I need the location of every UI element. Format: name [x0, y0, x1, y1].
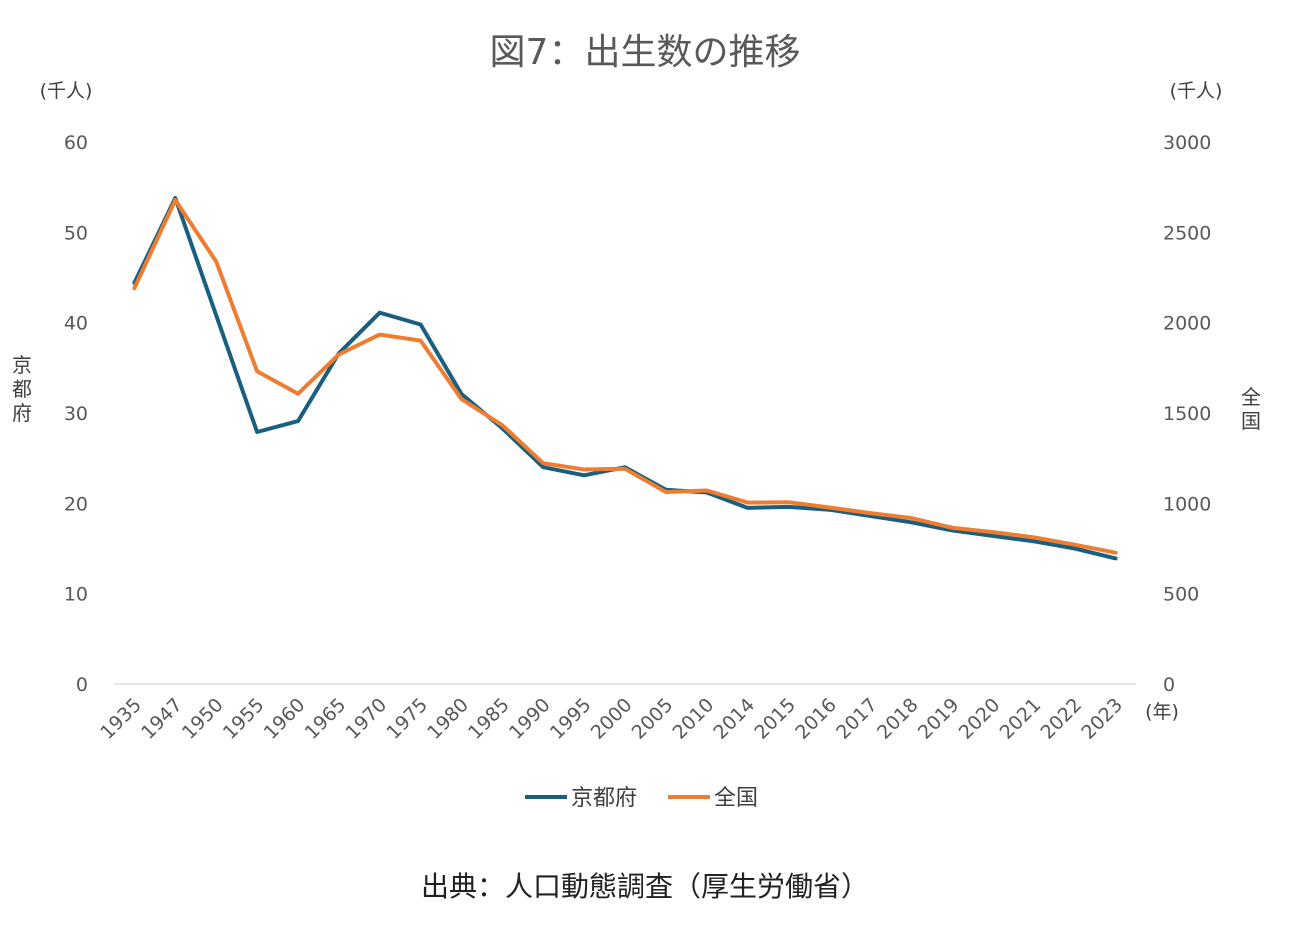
y-left-tick-label: 10	[64, 584, 88, 606]
x-tick-label: 2019	[914, 694, 964, 744]
x-tick-label: 1995	[546, 694, 596, 744]
y-right-tick-label: 500	[1163, 584, 1199, 606]
left-axis-label: 京都府	[12, 353, 32, 425]
y-left-tick-label: 50	[64, 222, 88, 244]
y-right-tick-label: 2500	[1163, 222, 1211, 244]
y-left-tick-label: 40	[64, 313, 88, 335]
x-tick-label: 2010	[669, 694, 719, 744]
axis-label-char: 国	[1241, 409, 1261, 433]
x-tick-label: 1935	[96, 694, 146, 744]
x-tick-label: 2015	[750, 694, 800, 744]
y-right-tick-label: 3000	[1163, 132, 1211, 154]
x-unit-label: (年)	[1145, 701, 1179, 723]
x-tick-label: 2023	[1077, 694, 1127, 744]
legend-label: 全国	[714, 786, 758, 811]
x-tick-label: 1980	[423, 694, 473, 744]
plot-area: 0 10 20 30 40 50 60 0 500 1000 1500 2000 2500 3000 193…	[64, 132, 1212, 744]
axis-label-char: 京	[12, 353, 32, 377]
y-right-tick-label: 1000	[1163, 493, 1211, 515]
y-left-tick-label: 60	[64, 132, 88, 154]
x-tick-label: 2016	[791, 694, 841, 744]
axis-label-char: 全	[1241, 385, 1261, 409]
x-tick-label: 1955	[219, 694, 269, 744]
series-line-1	[132, 198, 1118, 555]
x-tick-label: 2018	[873, 694, 923, 744]
y-left-tick-label: 20	[64, 493, 88, 515]
right-axis-label: 全国	[1241, 385, 1261, 433]
x-tick-label: 2020	[955, 694, 1005, 744]
x-tick-label: 1970	[342, 694, 392, 744]
x-tick-label: 2021	[996, 694, 1046, 744]
source-note: 出典：人口動態調査（厚生労働省）	[421, 870, 869, 903]
legend: 京都府 全国	[525, 786, 758, 811]
y-right-tick-label: 0	[1163, 674, 1175, 696]
x-tick-label: 1950	[178, 694, 228, 744]
y-left-tick-label: 30	[64, 403, 88, 425]
left-unit-label: (千人)	[40, 80, 93, 102]
axis-label-char: 都	[12, 377, 32, 401]
axis-label-char: 府	[12, 401, 32, 425]
x-tick-label: 1960	[260, 694, 310, 744]
x-tick-label: 2017	[832, 694, 882, 744]
x-tick-label: 1965	[301, 694, 351, 744]
x-tick-label: 2005	[628, 694, 678, 744]
right-unit-label: (千人)	[1170, 80, 1223, 102]
y-right-tick-label: 2000	[1163, 313, 1211, 335]
x-tick-label: 2014	[709, 694, 759, 744]
y-left-tick-label: 0	[76, 674, 88, 696]
chart-title: 図7：出生数の推移	[490, 32, 801, 73]
y-right-tick-label: 1500	[1163, 403, 1211, 425]
x-tick-label: 1990	[505, 694, 555, 744]
x-tick-label: 1975	[382, 694, 432, 744]
series-line-0	[132, 196, 1118, 561]
x-tick-label: 2000	[587, 694, 637, 744]
x-tick-label: 1985	[464, 694, 514, 744]
x-tick-label: 1947	[137, 694, 187, 744]
legend-label: 京都府	[571, 786, 637, 811]
x-tick-label: 2022	[1036, 694, 1086, 744]
